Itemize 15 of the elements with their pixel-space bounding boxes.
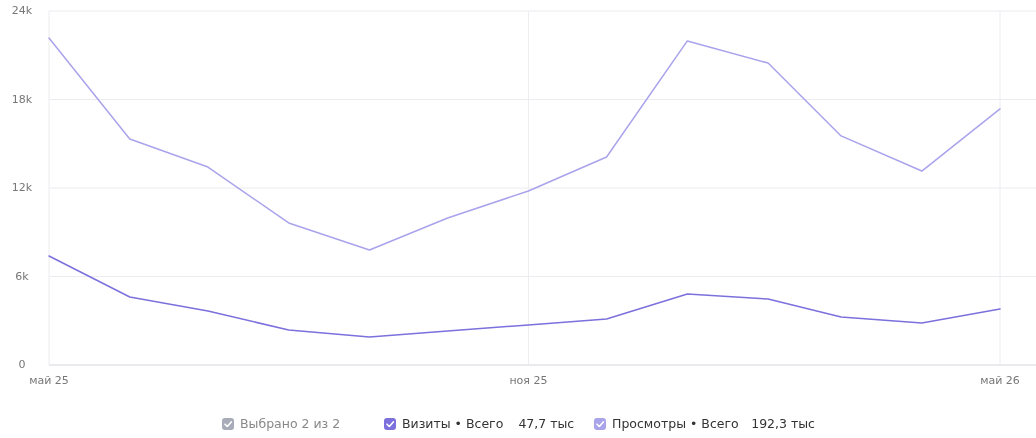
y-tick-label: 24k bbox=[11, 4, 33, 17]
x-tick-label: май 26 bbox=[980, 374, 1020, 387]
x-tick-label: май 25 bbox=[29, 374, 69, 387]
legend-label: Просмотры • Всего bbox=[612, 415, 739, 431]
line-series bbox=[48, 37, 1001, 251]
y-tick-label: 18k bbox=[11, 92, 33, 106]
y-tick-label: 12k bbox=[11, 181, 33, 194]
y-tick-label: 0 bbox=[18, 358, 26, 371]
text: 47,7 тыс bbox=[518, 415, 575, 431]
y-tick-label: 6k bbox=[15, 269, 30, 283]
text: 192,3 тыс bbox=[751, 415, 816, 431]
line-series bbox=[48, 255, 1001, 338]
x-tick-label: ноя 25 bbox=[509, 374, 548, 387]
text: Выбрано 2 из 2 bbox=[240, 415, 341, 431]
legend-label: Визиты • Всего bbox=[402, 415, 504, 431]
